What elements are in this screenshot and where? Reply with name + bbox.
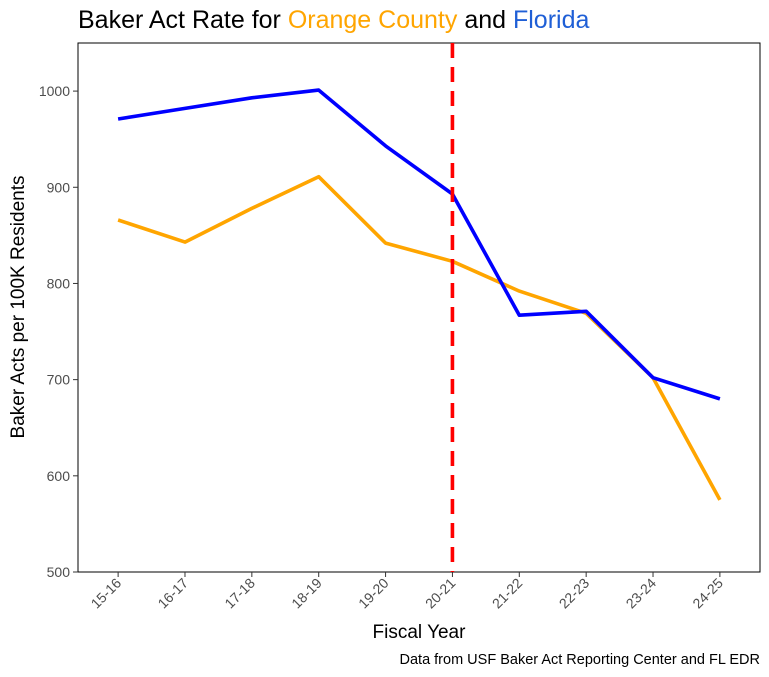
x-tick-label: 23-24 <box>623 575 660 612</box>
y-tick-label: 700 <box>47 372 71 388</box>
source-caption: Data from USF Baker Act Reporting Center… <box>400 652 761 668</box>
y-tick-label: 900 <box>47 179 71 195</box>
x-axis-title: Fiscal Year <box>373 622 467 643</box>
y-axis: 500 600 700 800 900 1000 <box>39 83 78 580</box>
x-tick-label: 22-23 <box>556 575 593 612</box>
series-line-orange <box>117 174 722 501</box>
chart-title: Baker Act Rate for Orange County and Flo… <box>78 6 589 34</box>
chart-title-part: Florida <box>513 6 590 34</box>
series-line-florida <box>117 88 721 401</box>
x-tick-label: 19-20 <box>355 575 392 612</box>
x-tick-label: 16-17 <box>154 575 191 612</box>
chart-title-part: Orange County <box>288 6 458 34</box>
x-tick-label: 17-18 <box>221 575 258 612</box>
x-tick-label: 15-16 <box>88 575 125 612</box>
y-tick-label: 800 <box>47 275 71 291</box>
y-tick-label: 600 <box>47 468 71 484</box>
plot-panel <box>77 42 761 573</box>
x-tick-label: 24-25 <box>689 575 726 612</box>
x-tick-label: 18-19 <box>288 575 325 612</box>
x-tick-label: 21-22 <box>489 575 526 612</box>
y-axis-title: Baker Acts per 100K Residents <box>8 176 29 439</box>
y-tick-label: 500 <box>47 564 71 580</box>
chart-title-part: and <box>457 6 513 34</box>
chart-title-part: Baker Act Rate for <box>78 6 288 34</box>
y-tick-label: 1000 <box>39 83 70 99</box>
x-axis: 15-16 16-17 17-18 18-19 19-20 20-21 21-22 22-23… <box>88 572 726 612</box>
series-layer <box>117 88 722 501</box>
x-tick-label: 20-21 <box>422 575 459 612</box>
